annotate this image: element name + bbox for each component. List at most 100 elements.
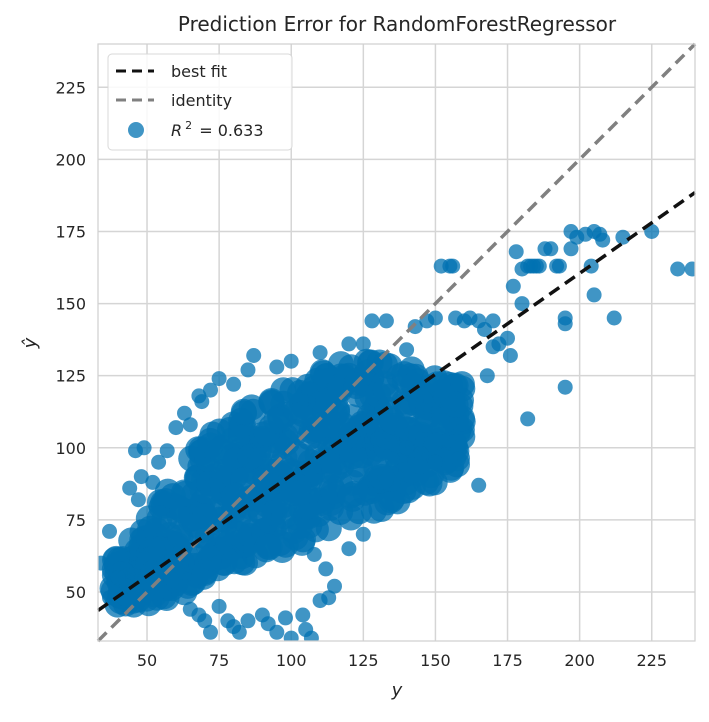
data-point-83 [399, 440, 415, 456]
data-point-17 [194, 394, 210, 410]
data-point-2 [102, 590, 117, 606]
data-point-82 [413, 446, 429, 461]
cloud-point-493 [345, 381, 372, 408]
cloud-point-544 [372, 376, 399, 403]
cloud-point-260 [230, 398, 257, 425]
data-point-1 [102, 523, 117, 539]
cloud-point-215 [197, 432, 224, 459]
x-tick-label-1: 75 [209, 651, 229, 670]
data-point-80 [451, 451, 466, 467]
legend-r2-value: = 0.633 [194, 121, 263, 140]
data-point-4 [119, 578, 135, 594]
data-point-90 [283, 630, 299, 641]
cloud-point-326 [263, 407, 290, 434]
data-point-73 [670, 261, 686, 277]
data-point-106 [295, 607, 311, 623]
data-point-78 [479, 368, 495, 384]
x-tick-label-0: 50 [137, 651, 157, 670]
y-tick-label-4: 150 [55, 295, 86, 314]
data-point-108 [327, 578, 342, 594]
cloud-point-656 [424, 371, 451, 398]
data-point-45 [502, 348, 518, 363]
data-point-61 [563, 241, 579, 257]
y-axis-label: ŷ [20, 337, 41, 349]
data-point-75 [557, 379, 573, 395]
data-point-56 [543, 241, 559, 257]
data-point-66 [586, 287, 602, 303]
data-point-7 [130, 492, 146, 508]
data-point-26 [341, 336, 357, 352]
data-point-89 [306, 547, 322, 562]
data-point-25 [312, 345, 328, 361]
data-point-91 [278, 610, 293, 626]
data-point-77 [485, 339, 501, 355]
data-point-12 [159, 443, 175, 459]
data-point-46 [505, 278, 521, 294]
data-point-28 [364, 313, 380, 329]
cloud-point-160 [171, 579, 198, 606]
data-point-98 [220, 613, 236, 629]
y-tick-label-6: 200 [55, 150, 86, 169]
tick-labels: 50 75 100 125 150 175 200 225 50 75 100 125 150 175 20… [55, 78, 667, 670]
cloud-point-548 [368, 463, 395, 490]
data-point-58 [551, 258, 567, 274]
data-point-69 [595, 232, 611, 248]
data-point-9 [136, 440, 152, 456]
x-tick-label-7: 225 [636, 651, 667, 670]
data-point-47 [508, 244, 524, 260]
data-point-5 [122, 480, 138, 496]
data-point-49 [514, 296, 530, 312]
data-point-85 [370, 431, 386, 447]
data-point-84 [384, 451, 400, 467]
data-point-71 [615, 229, 631, 245]
data-point-87 [341, 541, 357, 557]
data-point-76 [520, 411, 536, 427]
data-point-22 [246, 348, 262, 363]
y-tick-label-0: 50 [66, 583, 86, 602]
data-point-18 [203, 382, 218, 398]
x-tick-label-3: 125 [348, 651, 379, 670]
data-point-100 [203, 624, 218, 640]
legend-r2-sup: 2 [185, 119, 192, 132]
legend-best-fit-label: best fit [171, 62, 227, 81]
data-point-44 [500, 330, 515, 346]
data-point-23 [269, 359, 285, 375]
y-tick-label-5: 175 [55, 222, 86, 241]
chart-title: Prediction Error for RandomForestRegress… [178, 12, 617, 36]
y-tick-label-3: 125 [55, 367, 86, 386]
x-tick-label-5: 175 [492, 651, 523, 670]
data-point-15 [182, 417, 198, 433]
cloud-point-437 [314, 411, 341, 438]
data-point-74 [684, 261, 695, 277]
y-tick-label-2: 100 [55, 439, 86, 458]
legend-r2-swatch [128, 122, 144, 138]
cloud-point-378 [279, 377, 306, 404]
data-point-103 [182, 601, 198, 617]
data-point-54 [531, 258, 547, 274]
data-point-109 [321, 590, 337, 606]
data-point-8 [133, 469, 149, 485]
data-point-20 [226, 376, 242, 392]
data-point-10 [145, 474, 161, 490]
x-tick-label-4: 150 [420, 651, 451, 670]
data-point-31 [407, 319, 423, 335]
x-axis-label: y [391, 680, 403, 701]
cloud-point-405 [315, 515, 342, 542]
data-point-19 [211, 371, 227, 387]
data-point-13 [168, 420, 184, 436]
data-point-30 [399, 342, 415, 358]
x-tick-label-6: 200 [564, 651, 595, 670]
x-tick-label-2: 100 [276, 651, 307, 670]
data-point-11 [151, 454, 167, 470]
data-point-36 [445, 258, 461, 274]
data-point-60 [557, 316, 573, 332]
y-tick-label-1: 75 [66, 511, 86, 530]
legend-r2-letter: R [171, 121, 182, 140]
cloud-point-213 [192, 503, 218, 530]
data-point-95 [240, 613, 256, 629]
data-point-94 [254, 607, 270, 623]
data-point-72 [644, 224, 660, 239]
cloud-point-274 [221, 482, 248, 509]
data-point-86 [355, 526, 371, 542]
